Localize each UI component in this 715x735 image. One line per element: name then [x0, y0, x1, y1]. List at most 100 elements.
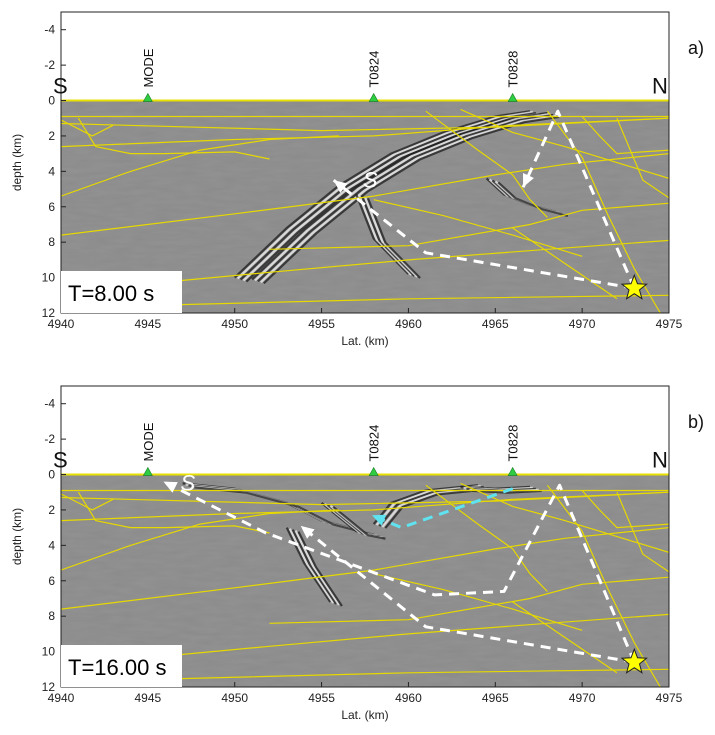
ray-path: [162, 480, 636, 663]
time-label: T=16.00 s: [68, 655, 166, 680]
y-tick-label: -4: [44, 23, 55, 37]
x-tick-label: 4945: [135, 691, 162, 705]
wavefield-image: [61, 474, 669, 687]
wavefront-band: [361, 195, 416, 277]
north-label: N: [652, 74, 668, 99]
geologic-interface: [581, 116, 669, 155]
south-label: S: [53, 74, 68, 99]
ray-path: [521, 109, 636, 289]
panel-a: S MODE T0824 T0828 4940 4945 4950 4955 4960 4965 4…: [10, 11, 704, 348]
station-triangle-icon: [142, 466, 153, 476]
ray-arrowhead: [371, 514, 387, 526]
source-star-icon: [620, 647, 648, 674]
geologic-interface: [61, 239, 669, 293]
geologic-interface: [425, 110, 548, 218]
wavefront-band: [254, 112, 551, 282]
station-triangle-icon: [368, 92, 379, 102]
time-label-box: [61, 271, 182, 313]
wavefront-band: [285, 527, 332, 603]
station-triangle-icon: [507, 92, 518, 102]
y-tick-label: 4: [48, 164, 55, 178]
wavefront-band: [497, 181, 569, 218]
geologic-interface: [61, 119, 114, 137]
wavefront-band: [355, 193, 410, 275]
ray-arrowhead: [300, 525, 315, 539]
panel-label: b): [688, 412, 704, 432]
y-axis-label: depth (km): [10, 134, 24, 191]
source-star-icon: [620, 273, 648, 300]
x-tick-label: 4975: [656, 317, 683, 331]
y-tick-label: 6: [48, 200, 55, 214]
x-tick-label: 4960: [395, 317, 422, 331]
geologic-interface: [581, 490, 669, 529]
x-tick-label: 4955: [308, 317, 335, 331]
wavefront-band: [364, 196, 418, 278]
x-tick-label: 4955: [308, 691, 335, 705]
ray-path: [332, 179, 635, 290]
wavefront-band: [236, 111, 534, 280]
station-label: T0824: [367, 51, 382, 88]
ray-arrowhead: [333, 180, 348, 193]
north-label: N: [652, 448, 668, 473]
axes-frame: [60, 11, 670, 314]
geologic-interface: [61, 117, 669, 148]
y-tick-label: 8: [48, 235, 55, 249]
geologic-interface: [616, 117, 669, 199]
y-axis-label: depth (km): [10, 508, 24, 565]
wave-label: S: [363, 167, 378, 192]
y-tick-label: -2: [44, 432, 55, 446]
y-tick-label: 8: [48, 609, 55, 623]
station-triangle-icon: [507, 466, 518, 476]
y-tick-label: 2: [48, 129, 55, 143]
wavefront-band: [372, 484, 479, 525]
x-axis-label: Lat. (km): [341, 708, 388, 722]
wave-label: S: [180, 470, 195, 495]
geologic-interface: [77, 117, 270, 160]
ray-arrowhead: [163, 481, 178, 493]
wavefront-band: [384, 488, 490, 529]
geologic-interface: [460, 108, 669, 179]
wavefront-band: [257, 113, 554, 283]
x-axis-label: Lat. (km): [341, 334, 388, 348]
x-tick-label: 4945: [135, 317, 162, 331]
time-label: T=8.00 s: [68, 281, 154, 306]
station-label: MODE: [141, 48, 156, 87]
x-tick-label: 4975: [656, 691, 683, 705]
station-triangle-icon: [368, 466, 379, 476]
x-tick-label: 4950: [221, 317, 248, 331]
station-label: T0824: [367, 425, 382, 462]
geologic-interface: [61, 509, 339, 571]
geologic-interface: [77, 491, 270, 534]
y-tick-label: 6: [48, 574, 55, 588]
panel-label: a): [688, 38, 704, 58]
time-label-box: [61, 645, 182, 687]
geologic-interface: [269, 576, 669, 624]
station-triangle-icon: [142, 92, 153, 102]
y-tick-label: 10: [42, 645, 56, 659]
geologic-interface: [546, 484, 661, 687]
y-tick-label: 4: [48, 538, 55, 552]
x-tick-label: 4970: [569, 691, 596, 705]
south-label: S: [53, 448, 68, 473]
x-tick-label: 4965: [482, 317, 509, 331]
wavefront-band: [294, 530, 340, 606]
geologic-interface: [61, 493, 114, 511]
panel-b: S MODE T0824 T0828 4940 4945 4950 4955 4960 4965 4…: [10, 385, 704, 722]
ray-path: [299, 524, 635, 664]
wavefront-band: [358, 194, 413, 276]
geologic-interface: [512, 601, 618, 674]
wavefront-band: [239, 112, 537, 281]
x-tick-label: 4965: [482, 691, 509, 705]
y-tick-label: 10: [42, 271, 56, 285]
wavefront-band: [242, 113, 539, 282]
station-label: T0828: [506, 51, 521, 88]
x-tick-label: 4940: [48, 691, 75, 705]
axes-frame: [60, 385, 670, 688]
geologic-interface: [61, 153, 669, 236]
y-tick-label: -4: [44, 397, 55, 411]
station-label: T0828: [506, 425, 521, 462]
geologic-interface: [61, 135, 339, 197]
station-label: MODE: [141, 422, 156, 461]
